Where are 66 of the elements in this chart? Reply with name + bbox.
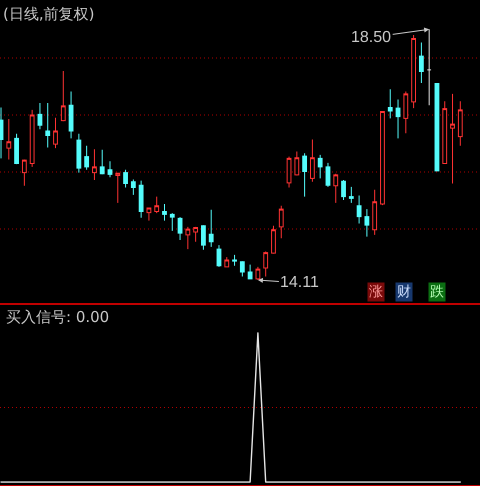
candlestick xyxy=(310,139,315,182)
text: 涨 xyxy=(369,284,383,300)
candlestick xyxy=(318,154,323,179)
candlestick xyxy=(388,88,393,119)
candlestick xyxy=(380,111,385,206)
candlestick xyxy=(60,70,66,122)
candlestick xyxy=(154,196,160,214)
candlestick xyxy=(53,117,58,149)
candlestick xyxy=(294,151,300,176)
text: 财 xyxy=(397,284,411,300)
candlestick xyxy=(286,156,292,188)
candlestick xyxy=(6,118,12,160)
candlestick xyxy=(302,152,308,198)
candlestick xyxy=(162,204,167,222)
candlestick xyxy=(146,206,152,222)
candlestick xyxy=(45,102,50,148)
candlestick xyxy=(442,100,448,164)
text: 跌 xyxy=(430,284,444,300)
candlestick xyxy=(193,226,198,242)
candlestick xyxy=(216,244,222,268)
candlestick xyxy=(263,250,268,278)
candlestick xyxy=(68,91,74,139)
candlestick xyxy=(396,99,400,139)
candlestick xyxy=(208,209,214,248)
candlestick xyxy=(458,100,463,146)
candlestick xyxy=(138,180,144,218)
candlestick xyxy=(356,194,362,224)
candlestick xyxy=(232,254,237,266)
chart-title: (日线,前复权) xyxy=(3,5,94,23)
candlestick xyxy=(278,205,284,239)
candlestick xyxy=(271,225,276,254)
candlestick xyxy=(84,145,90,170)
candlestick xyxy=(434,83,440,172)
candlestick xyxy=(418,42,424,84)
candlestick xyxy=(450,93,455,184)
candlestick xyxy=(411,34,416,109)
candlestick xyxy=(170,212,175,232)
candlestick xyxy=(248,264,253,280)
candlestick xyxy=(403,91,408,134)
candlestick xyxy=(100,149,105,175)
candlestick xyxy=(201,224,206,250)
candlestick xyxy=(92,148,97,181)
candlestick xyxy=(224,256,230,268)
candlestick xyxy=(130,178,136,196)
candlestick xyxy=(22,159,27,186)
candlestick xyxy=(178,216,182,241)
candlestick xyxy=(372,189,378,236)
candlestick xyxy=(123,169,128,188)
candlestick xyxy=(38,102,42,130)
candlestick xyxy=(426,28,432,106)
candlestick xyxy=(14,133,19,165)
candlestick xyxy=(326,162,330,188)
chart-title: 买入信号: 0.00 xyxy=(6,308,110,326)
candlestick xyxy=(30,109,35,168)
candlestick xyxy=(108,160,112,178)
candlestick xyxy=(341,180,346,201)
candlestick xyxy=(364,208,370,238)
candlestick xyxy=(348,186,354,204)
candlestick xyxy=(240,260,245,278)
candlestick xyxy=(115,172,120,204)
candlestick xyxy=(256,266,260,280)
candlestick xyxy=(185,226,190,250)
annotation: 18.50 xyxy=(351,29,392,46)
candlestick xyxy=(333,173,338,204)
annotation: 14.11 xyxy=(280,274,319,291)
candlestick xyxy=(76,133,82,174)
